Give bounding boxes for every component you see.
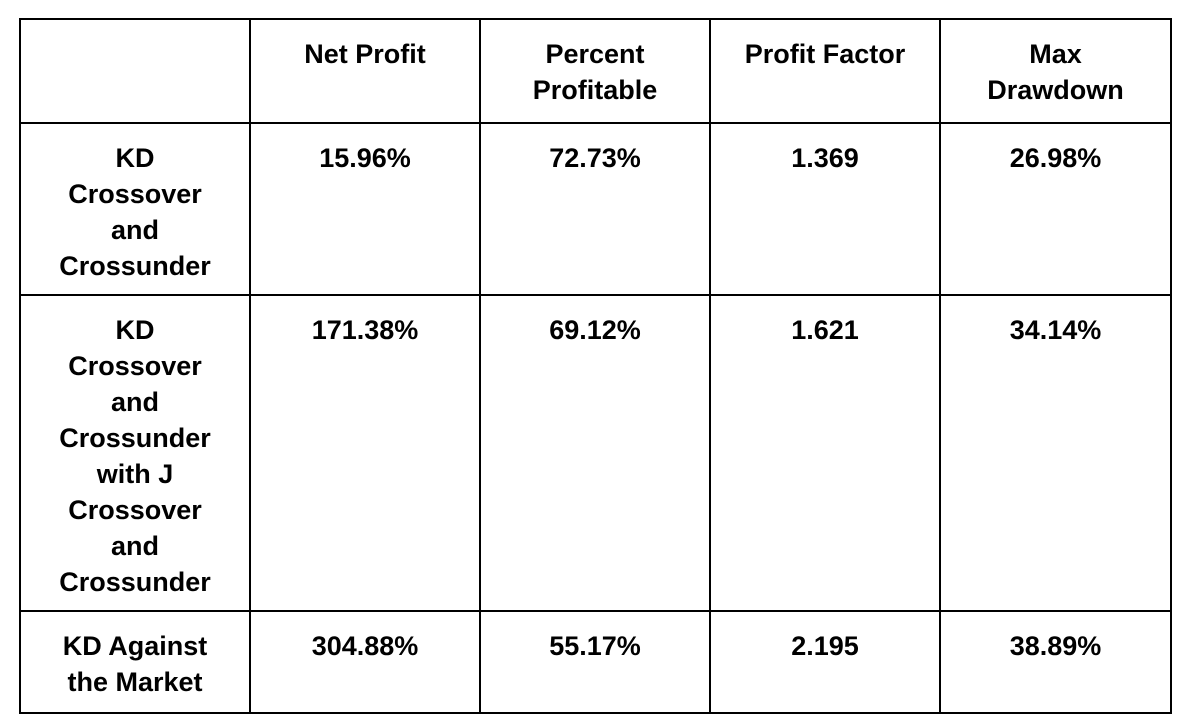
header-percent-profitable: Percent Profitable [479,18,711,124]
cell-profit-factor: 2.195 [709,610,941,714]
table-row: KD Against the Market 304.88% 55.17% 2.1… [19,610,1172,714]
header-percent-profitable-label: Percent Profitable [532,39,658,105]
row-label: KD Crossover and Crossunder [59,143,211,281]
header-net-profit: Net Profit [249,18,481,124]
header-corner-cell [19,18,251,124]
cell-percent-profitable: 55.17% [479,610,711,714]
results-table: Net Profit Percent Profitable Profit Fac… [19,18,1172,714]
row-label: KD Against the Market [62,631,208,697]
cell-max-drawdown: 34.14% [939,294,1172,612]
row-label-cell: KD Crossover and Crossunder with J Cross… [19,294,251,612]
cell-profit-factor: 1.621 [709,294,941,612]
header-profit-factor: Profit Factor [709,18,941,124]
cell-percent-profitable: 72.73% [479,122,711,296]
cell-percent-profitable: 69.12% [479,294,711,612]
row-label-cell: KD Crossover and Crossunder [19,122,251,296]
table-row: KD Crossover and Crossunder 15.96% 72.73… [19,122,1172,296]
cell-net-profit: 304.88% [249,610,481,714]
cell-max-drawdown: 38.89% [939,610,1172,714]
header-max-drawdown: Max Drawdown [939,18,1172,124]
table-row: KD Crossover and Crossunder with J Cross… [19,294,1172,612]
cell-max-drawdown: 26.98% [939,122,1172,296]
cell-profit-factor: 1.369 [709,122,941,296]
cell-net-profit: 171.38% [249,294,481,612]
header-row: Net Profit Percent Profitable Profit Fac… [19,18,1172,124]
header-max-drawdown-label: Max Drawdown [987,39,1124,105]
row-label-cell: KD Against the Market [19,610,251,714]
cell-net-profit: 15.96% [249,122,481,296]
row-label: KD Crossover and Crossunder with J Cross… [59,315,211,597]
